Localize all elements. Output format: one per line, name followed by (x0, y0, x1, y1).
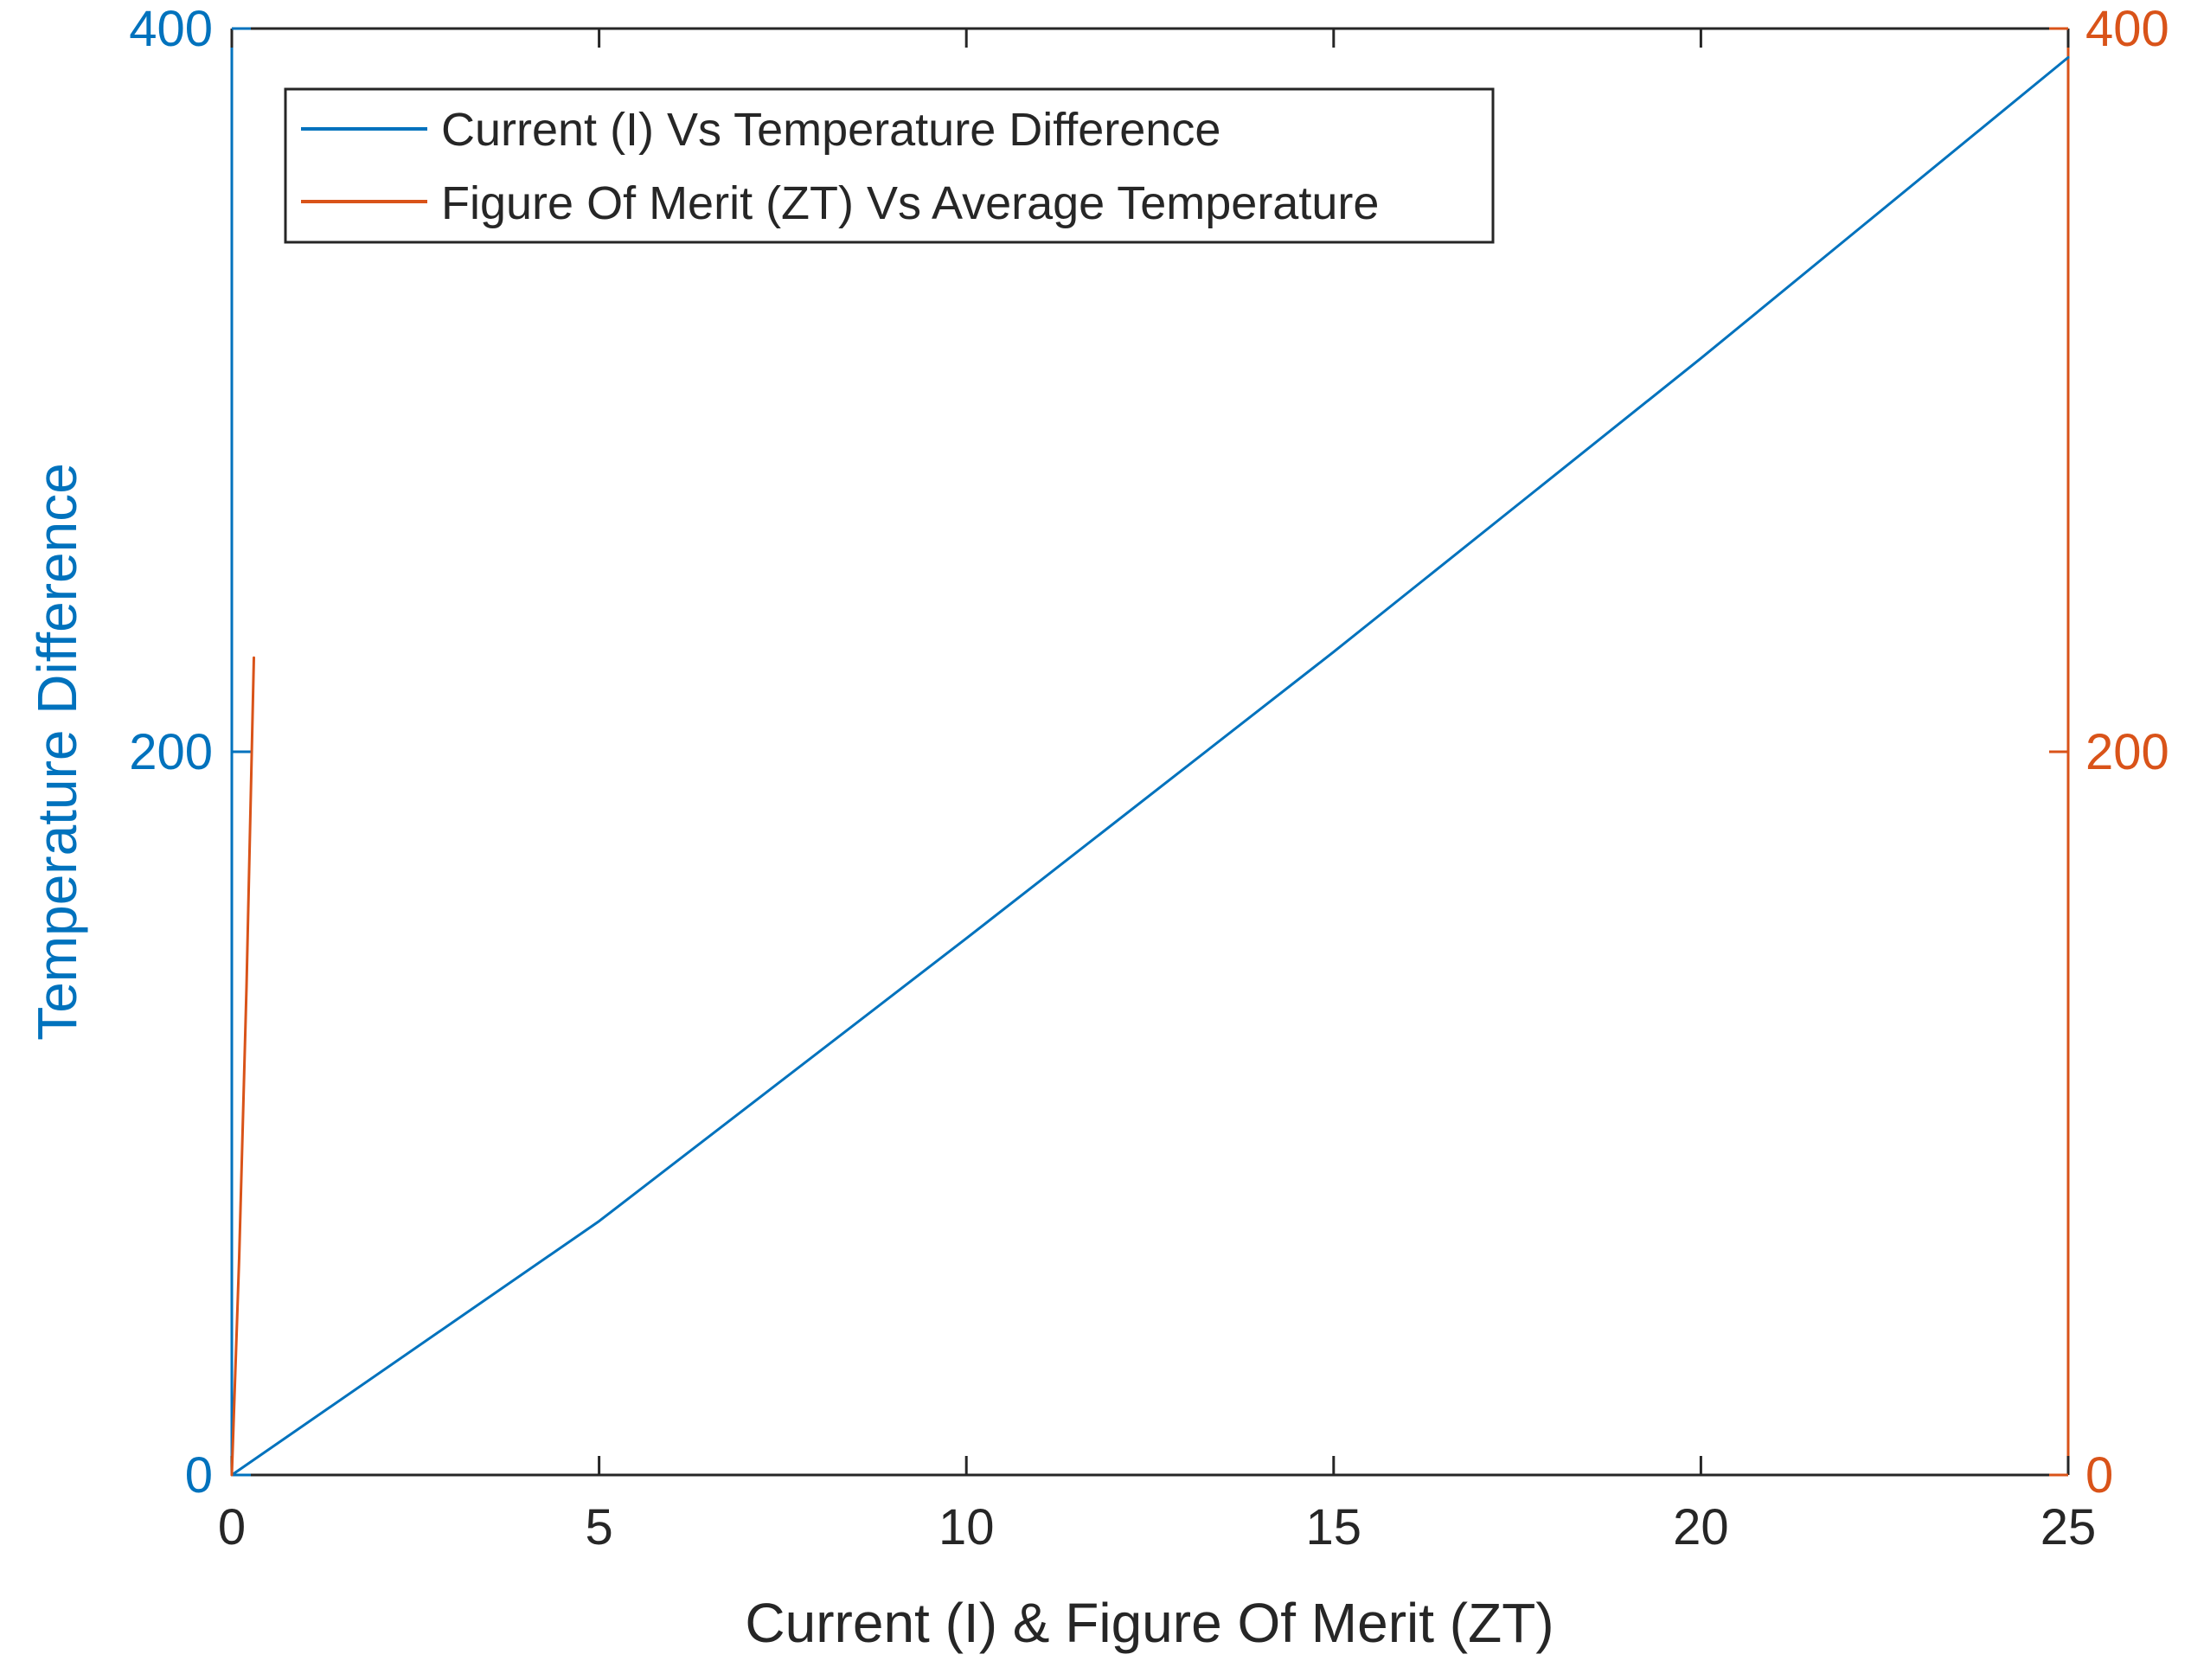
legend-label-series-1: Current (I) Vs Temperature Difference (441, 104, 1220, 156)
y-left-tick-label-1: 200 (129, 724, 213, 780)
legend: Current (I) Vs Temperature Difference Fi… (284, 87, 1495, 244)
x-tick-label-4: 20 (1673, 1499, 1729, 1555)
x-tick-label-5: 25 (2040, 1499, 2097, 1555)
y-right-tick-label-1: 200 (2085, 724, 2169, 780)
x-tick-label-1: 5 (585, 1499, 612, 1555)
legend-box (284, 87, 1495, 244)
series-line-1 (230, 55, 2070, 1477)
y-right-tick-label-0: 0 (2085, 1447, 2113, 1504)
x-tick-label-3: 15 (1306, 1499, 1362, 1555)
y-right-tick-label-2: 400 (2085, 1, 2169, 57)
y-left-axis-title: Temperature Difference (26, 463, 88, 1041)
y-left-tick-label-2: 400 (129, 1, 213, 57)
series-layer (230, 55, 2070, 1477)
legend-label-series-2: Figure Of Merit (ZT) Vs Average Temperat… (441, 177, 1379, 229)
series-line-2 (230, 656, 255, 1477)
x-tick-label-2: 10 (939, 1499, 995, 1555)
y-left-tick-label-0: 0 (185, 1447, 213, 1504)
x-tick-label-0: 0 (218, 1499, 246, 1555)
x-axis-title: Current (I) & Figure Of Merit (ZT) (745, 1592, 1554, 1654)
